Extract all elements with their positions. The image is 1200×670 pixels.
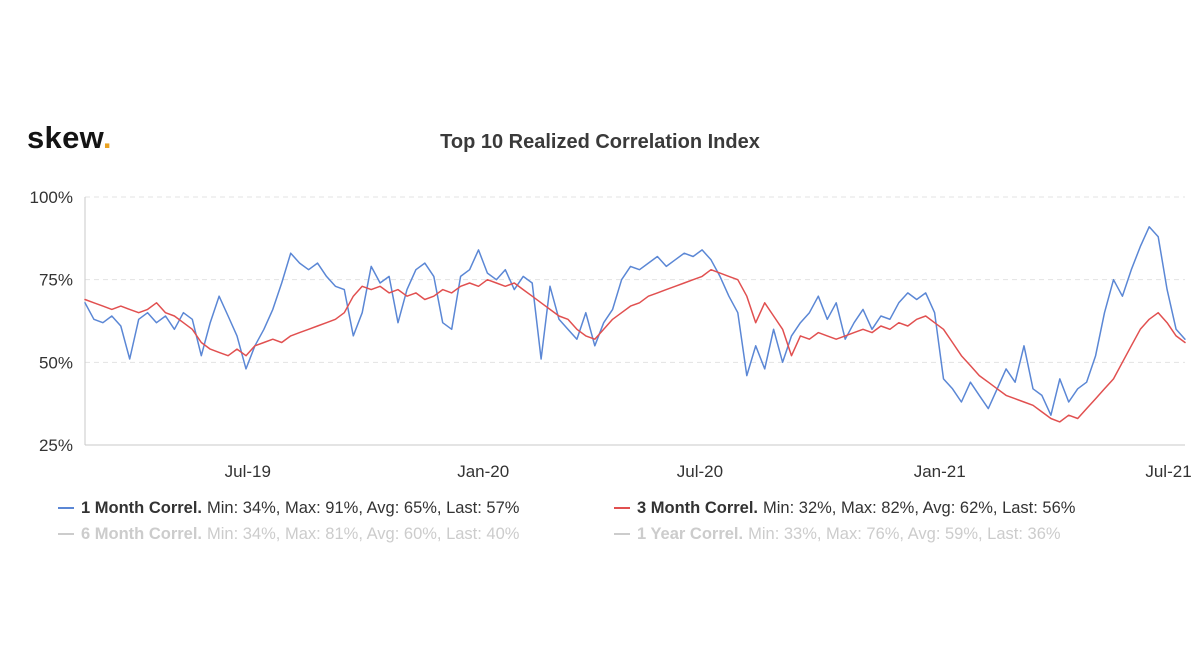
legend-label: 1 Month Correl. — [81, 499, 203, 517]
chart-title: Top 10 Realized Correlation Index — [440, 131, 760, 153]
legend-item-6-month-correl[interactable]: 6 Month Correl. Min: 34%, Max: 81%, Avg: … — [58, 525, 614, 544]
skew-logo: skew. — [27, 120, 112, 156]
legend-stats: Min: 33%, Max: 76%, Avg: 59%, Last: 36% — [748, 525, 1061, 543]
chart-svg: 100% 75% 50% 25% Jul-19 Jan-20 Jul-20 Jan-21 Jul… — [30, 188, 1192, 481]
brand-dot: . — [102, 120, 112, 155]
legend-label: 6 Month Correl. — [81, 525, 203, 543]
legend-stats: Min: 34%, Max: 81%, Avg: 60%, Last: 40% — [207, 525, 520, 543]
svg-text:Jan-21: Jan-21 — [914, 462, 966, 481]
legend-line-marker-icon — [58, 532, 74, 535]
legend-stats: Min: 34%, Max: 91%, Avg: 65%, Last: 57% — [207, 499, 520, 517]
legend-line-marker-icon — [614, 506, 630, 509]
svg-text:50%: 50% — [39, 353, 73, 372]
legend-stats: Min: 32%, Max: 82%, Avg: 62%, Last: 56% — [763, 499, 1076, 517]
svg-text:100%: 100% — [30, 188, 73, 207]
brand-name: skew — [27, 120, 103, 155]
svg-text:25%: 25% — [39, 436, 73, 455]
legend-item-3-month-correl[interactable]: 3 Month Correl. Min: 32%, Max: 82%, Avg: … — [614, 499, 1170, 518]
svg-text:Jan-20: Jan-20 — [457, 462, 509, 481]
svg-text:75%: 75% — [39, 271, 73, 290]
legend-label: 3 Month Correl. — [637, 499, 759, 517]
svg-text:Jul-21: Jul-21 — [1145, 462, 1191, 481]
svg-text:Jul-20: Jul-20 — [677, 462, 723, 481]
legend-line-marker-icon — [58, 506, 74, 509]
legend-line-marker-icon — [614, 532, 630, 535]
chart-legend: 1 Month Correl. Min: 34%, Max: 91%, Avg: … — [58, 499, 1170, 544]
legend-label: 1 Year Correl. — [637, 525, 744, 543]
legend-item-1-year-correl[interactable]: 1 Year Correl. Min: 33%, Max: 76%, Avg: 5… — [614, 525, 1170, 544]
legend-item-1-month-correl[interactable]: 1 Month Correl. Min: 34%, Max: 91%, Avg: … — [58, 499, 614, 518]
svg-text:Jul-19: Jul-19 — [225, 462, 271, 481]
